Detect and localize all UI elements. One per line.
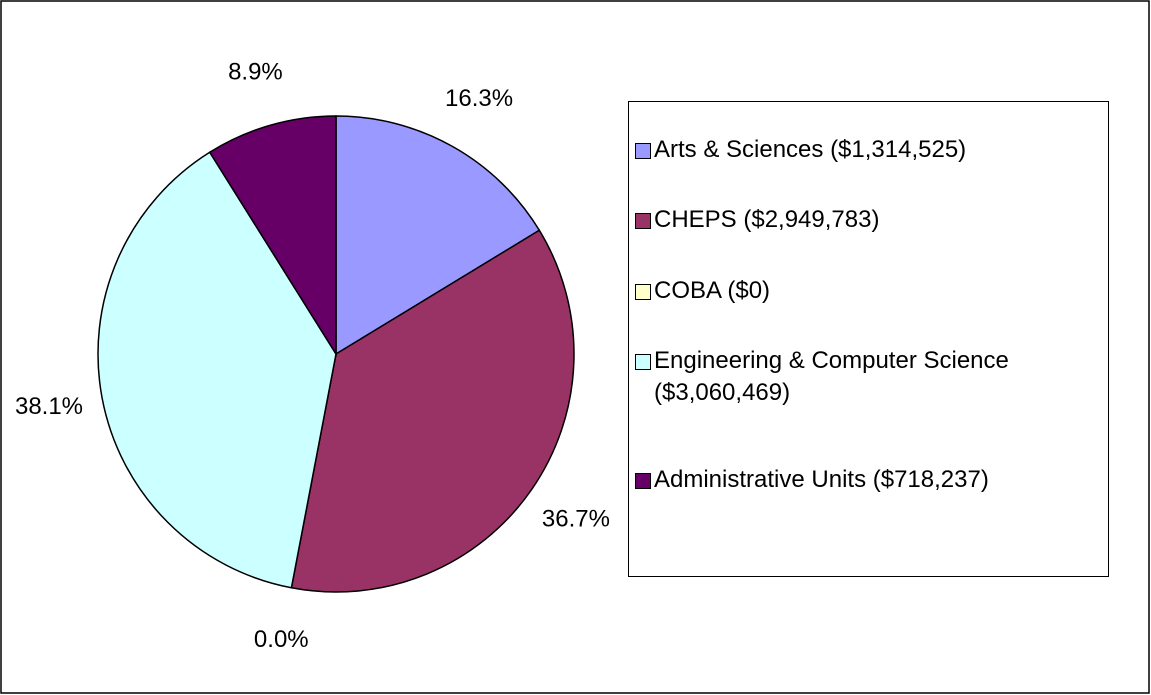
legend-swatch <box>635 213 651 229</box>
legend-label: Arts & Sciences ($1,314,525) <box>654 136 967 163</box>
data-label: 36.7% <box>542 506 610 533</box>
legend-swatch <box>635 473 651 489</box>
pie-slice <box>290 229 575 593</box>
pie-slice <box>208 115 337 357</box>
legend-label: Administrative Units ($718,237) <box>654 466 989 493</box>
data-label: 8.9% <box>228 59 283 86</box>
legend-entry: COBA ($0) <box>635 275 1105 307</box>
pie-slice <box>97 151 337 589</box>
data-label: 0.0% <box>254 626 309 653</box>
legend-swatch <box>635 354 651 370</box>
legend-label: COBA ($0) <box>654 277 771 304</box>
legend-swatch <box>635 143 651 159</box>
legend-entry: CHEPS ($2,949,783) <box>635 204 1105 236</box>
legend-entry: Administrative Units ($718,237) <box>635 464 1105 496</box>
pie-slice <box>335 115 541 356</box>
data-label: 16.3% <box>445 85 513 112</box>
legend-entry: Arts & Sciences ($1,314,525) <box>635 134 1105 166</box>
legend-entry: Engineering & Computer Science ($3,060,4… <box>635 345 1105 409</box>
legend-label: CHEPS ($2,949,783) <box>654 206 880 233</box>
legend-label: Engineering & Computer Science ($3,060,4… <box>654 347 1009 406</box>
legend-swatch <box>635 284 651 300</box>
legend: Arts & Sciences ($1,314,525) CHEPS ($2,94… <box>628 101 1109 577</box>
data-label: 38.1% <box>15 393 83 420</box>
